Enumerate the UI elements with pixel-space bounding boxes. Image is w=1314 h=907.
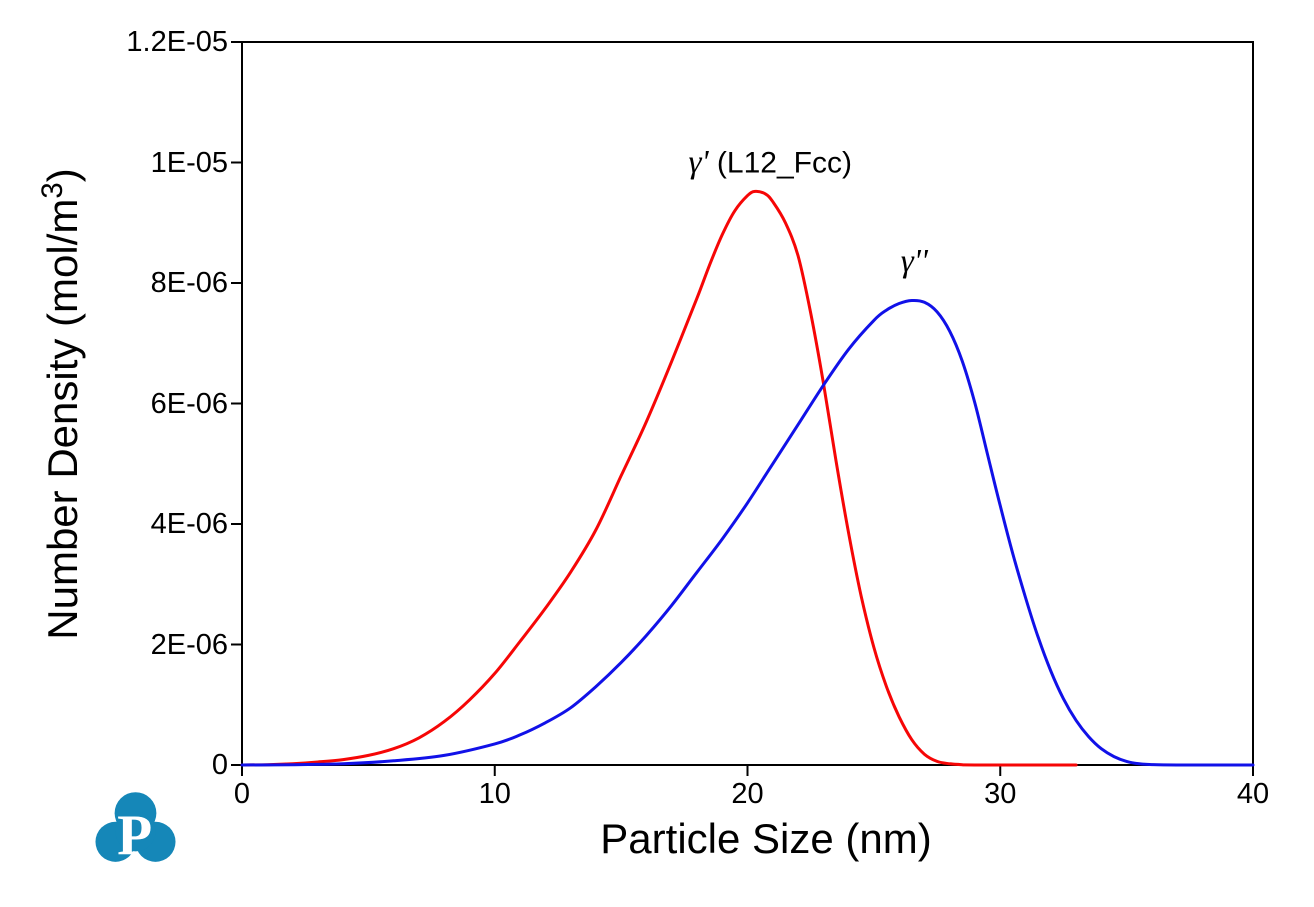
plot-frame bbox=[241, 41, 1254, 766]
y-axis-title-superscript: 3 bbox=[36, 182, 69, 199]
y-tick-label: 1E-05 bbox=[150, 146, 228, 179]
pandat-logo: P bbox=[95, 792, 176, 867]
series-paths bbox=[240, 189, 1255, 767]
x-tick-label: 0 bbox=[233, 778, 251, 810]
y-axis-title-prefix: Number Density (mol/m bbox=[39, 198, 86, 640]
y-axis-ticks bbox=[231, 41, 241, 766]
gamma-prime-phase-name: (L12_Fcc) bbox=[708, 146, 852, 179]
series-label-gamma-prime: γ' (L12_Fcc) bbox=[689, 145, 852, 180]
y-tick-label: 2E-06 bbox=[150, 628, 228, 661]
series-curve-gamma-prime bbox=[240, 189, 1078, 767]
x-tick-label: 30 bbox=[984, 778, 1017, 810]
y-axis-title-suffix: ) bbox=[39, 168, 86, 183]
x-axis-title: Particle Size (nm) bbox=[600, 815, 932, 862]
logo-center-fill bbox=[115, 811, 156, 852]
y-tick-label: 0 bbox=[211, 749, 228, 781]
series-label-gamma-double-prime: γ'' bbox=[901, 244, 928, 279]
x-tick-label: 20 bbox=[731, 778, 764, 810]
logo-p-letter: P bbox=[117, 804, 152, 867]
y-tick-label: 1.2E-05 bbox=[126, 26, 228, 58]
pandat-logo-cloud-shape bbox=[95, 792, 176, 862]
gamma-prime-symbol: γ' bbox=[688, 144, 709, 180]
x-axis-ticks bbox=[241, 766, 1254, 776]
y-tick-label: 4E-06 bbox=[150, 508, 228, 540]
y-tick-label: 8E-06 bbox=[150, 267, 228, 299]
series-curve-gamma-double-prime bbox=[240, 298, 1255, 767]
x-tick-label: 40 bbox=[1236, 778, 1270, 810]
y-axis-title: Number Density (mol/m3) bbox=[30, 168, 86, 639]
y-tick-label: 6E-06 bbox=[150, 387, 228, 420]
gamma-double-prime-symbol: γ'' bbox=[900, 243, 928, 280]
x-tick-label: 10 bbox=[478, 778, 511, 810]
